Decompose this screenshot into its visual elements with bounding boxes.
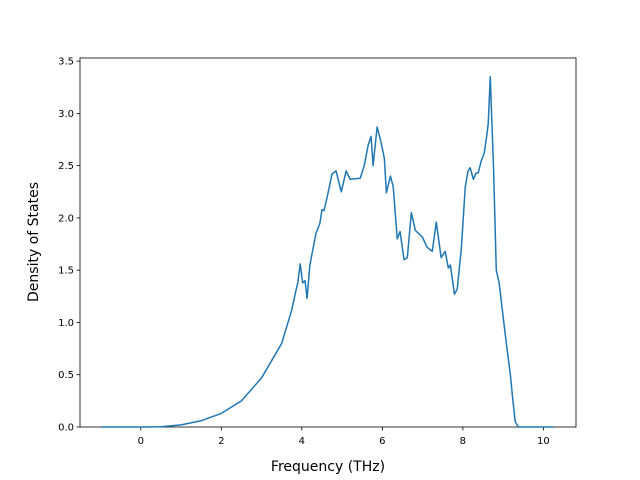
y-tick-label: 2.0: [58, 213, 74, 224]
y-tick-label: 3.5: [58, 57, 74, 68]
x-axis-title: Frequency (THz): [271, 459, 385, 475]
y-tick-label: 1.5: [58, 266, 74, 277]
plot-frame: [79, 57, 577, 428]
x-tick-label: 8: [460, 436, 466, 447]
x-tick-label: 4: [299, 436, 305, 447]
y-axis-title: Density of States: [26, 182, 42, 302]
y-tick-label: 1.0: [58, 318, 74, 329]
y-tick-label: 3.0: [58, 109, 74, 120]
y-tick-label: 0.0: [58, 423, 74, 434]
x-tick-label: 10: [537, 436, 550, 447]
x-tick-label: 6: [379, 436, 385, 447]
y-tick-label: 2.5: [58, 161, 74, 172]
x-tick-label: 2: [218, 436, 224, 447]
y-tick-label: 0.5: [58, 370, 74, 381]
dos-line: [101, 76, 554, 428]
x-tick-label: 0: [138, 436, 144, 447]
